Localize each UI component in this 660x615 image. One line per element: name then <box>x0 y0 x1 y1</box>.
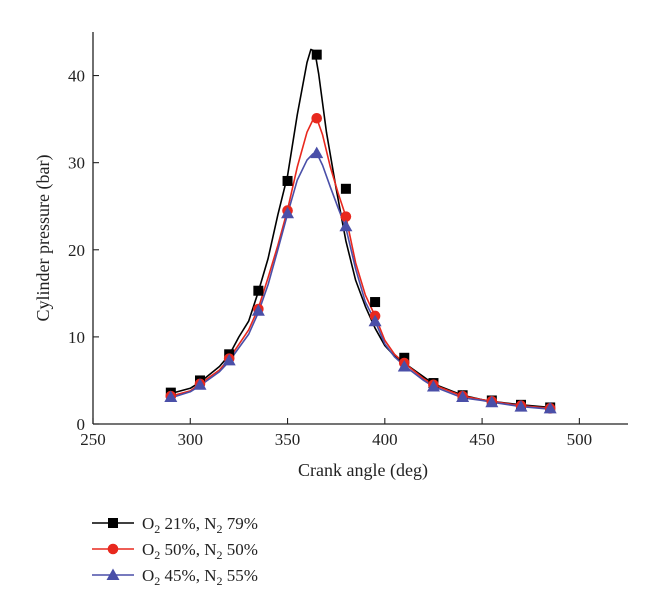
x-tick-label: 250 <box>80 430 106 449</box>
y-axis-ticks: 0 10 20 30 40 <box>68 67 99 434</box>
x-tick-label: 400 <box>372 430 398 449</box>
y-tick-label: 40 <box>68 67 85 86</box>
data-point-s3 <box>426 380 440 392</box>
series-markers <box>164 49 557 414</box>
data-point-s3 <box>456 390 470 402</box>
legend: O2 21%, N2 79% O2 50%, N2 50% O2 45%, N2 5… <box>92 514 258 588</box>
data-point-s3 <box>281 206 295 219</box>
data-point-s2 <box>311 112 323 124</box>
data-point-s1 <box>340 183 351 194</box>
y-tick-label: 0 <box>77 415 86 434</box>
data-point-s3 <box>222 353 236 366</box>
x-tick-label: 300 <box>178 430 204 449</box>
series-line-1 <box>170 48 551 409</box>
data-point-s3 <box>485 395 499 408</box>
data-point-s3 <box>543 401 557 414</box>
data-point-s3 <box>193 378 207 390</box>
data-point-s3 <box>164 390 178 402</box>
x-axis-title: Crank angle (deg) <box>298 460 428 481</box>
y-tick-label: 30 <box>68 154 85 173</box>
data-point-s3 <box>310 146 324 159</box>
legend-marker <box>107 543 119 555</box>
data-point-s3 <box>397 360 411 372</box>
legend-label: O2 45%, N2 55% <box>142 566 258 588</box>
y-tick-label: 10 <box>68 328 85 347</box>
data-point-s2 <box>340 211 352 222</box>
x-tick-label: 450 <box>469 430 495 449</box>
legend-marker <box>108 518 118 528</box>
legend-label: O2 50%, N2 50% <box>142 540 258 562</box>
legend-item: O2 50%, N2 50% <box>92 540 258 562</box>
legend-label: O2 21%, N2 79% <box>142 514 258 536</box>
legend-item: O2 45%, N2 55% <box>92 566 258 588</box>
x-axis-ticks: 250 300 350 400 450 500 <box>80 418 592 449</box>
data-point-s1 <box>282 175 293 186</box>
data-point-s3 <box>368 314 382 327</box>
data-point-s1 <box>370 297 381 308</box>
data-point-s3 <box>339 219 353 232</box>
data-point-s3 <box>251 304 265 316</box>
x-tick-label: 350 <box>275 430 301 449</box>
y-tick-label: 20 <box>68 241 85 260</box>
data-point-s3 <box>514 400 528 412</box>
legend-item: O2 21%, N2 79% <box>92 514 258 536</box>
data-point-s1 <box>253 285 264 296</box>
legend-marker <box>106 568 120 580</box>
x-tick-label: 500 <box>567 430 593 449</box>
data-point-s1 <box>311 49 322 60</box>
y-axis-title: Cylinder pressure (bar) <box>33 155 54 322</box>
